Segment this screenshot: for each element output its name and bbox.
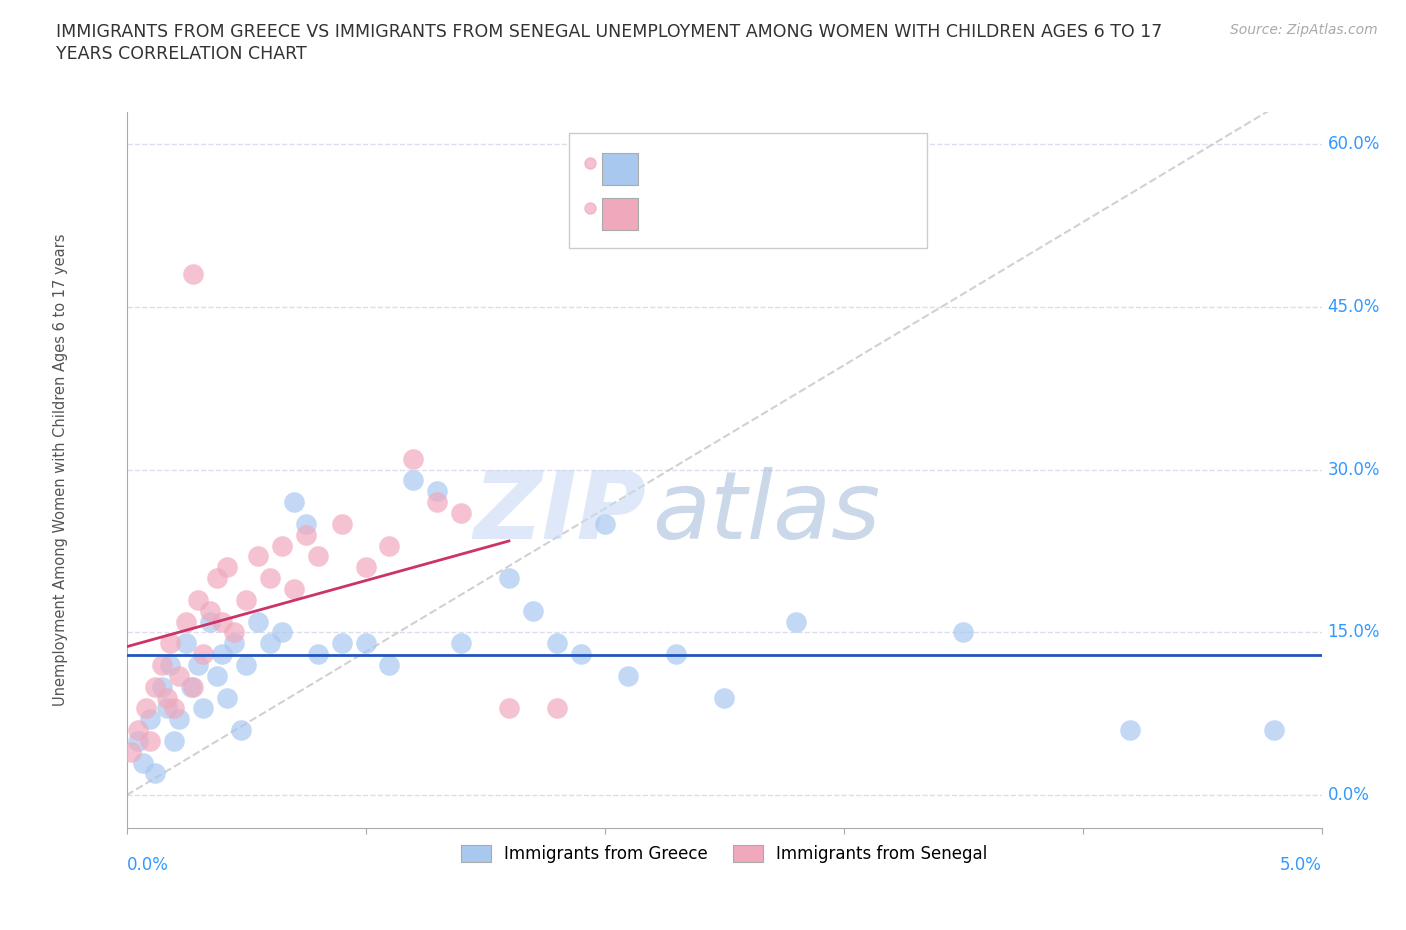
Point (183, 679, 205, 694)
Point (593, 516, 616, 531)
Point (713, 690, 735, 705)
Point (159, 658, 181, 672)
Point (617, 669, 640, 684)
Text: YEARS CORRELATION CHART: YEARS CORRELATION CHART (56, 45, 307, 62)
Text: 45.0%: 45.0% (1327, 298, 1381, 316)
Point (426, 484, 449, 498)
Point (159, 636, 181, 651)
Text: atlas: atlas (652, 467, 880, 558)
Point (215, 690, 238, 705)
Point (211, 646, 233, 661)
Bar (602, 153, 638, 185)
Point (450, 636, 472, 651)
Text: 30.0%: 30.0% (1327, 460, 1381, 479)
Point (167, 669, 190, 684)
Point (150, 679, 174, 694)
Point (180, 679, 202, 694)
Point (283, 581, 305, 596)
Text: IMMIGRANTS FROM GREECE VS IMMIGRANTS FROM SENEGAL UNEMPLOYMENT AMONG WOMEN WITH : IMMIGRANTS FROM GREECE VS IMMIGRANTS FRO… (56, 23, 1163, 41)
Text: 0.0%: 0.0% (127, 857, 169, 874)
Text: 60.0%: 60.0% (1327, 135, 1381, 153)
Point (270, 625, 294, 640)
Point (354, 560, 377, 575)
Point (294, 516, 316, 531)
Point (211, 614, 233, 629)
Point (259, 571, 281, 586)
Point (120, 744, 142, 759)
Point (187, 658, 209, 672)
Text: 0.0%: 0.0% (1327, 786, 1369, 804)
Point (665, 646, 688, 661)
Point (330, 636, 353, 651)
Point (231, 723, 253, 737)
Point (215, 560, 238, 575)
Text: 15.0%: 15.0% (1327, 623, 1381, 642)
Point (247, 614, 270, 629)
Point (174, 636, 197, 651)
Point (283, 495, 305, 510)
Text: Source: ZipAtlas.com: Source: ZipAtlas.com (1230, 23, 1378, 37)
Point (354, 636, 377, 651)
Point (163, 734, 186, 749)
Point (132, 755, 155, 770)
Point (426, 495, 449, 510)
Point (546, 636, 568, 651)
Point (378, 658, 401, 672)
Point (222, 636, 246, 651)
Point (167, 711, 190, 726)
Point (139, 734, 162, 749)
Point (294, 527, 316, 542)
Point (235, 658, 257, 672)
Point (1263, 723, 1285, 737)
Point (150, 658, 174, 672)
Point (952, 625, 974, 640)
Point (270, 538, 294, 553)
Text: R = 0.012   N = 44: R = 0.012 N = 44 (652, 156, 837, 174)
Text: R = 0.577   N = 35: R = 0.577 N = 35 (652, 204, 837, 221)
Point (259, 636, 281, 651)
Text: 5.0%: 5.0% (1279, 857, 1322, 874)
Bar (602, 198, 638, 231)
Point (546, 701, 568, 716)
Text: ZIP: ZIP (474, 467, 647, 559)
Point (450, 506, 472, 521)
Point (498, 571, 520, 586)
Point (247, 549, 270, 564)
Point (135, 701, 157, 716)
Point (378, 538, 401, 553)
Point (1119, 723, 1142, 737)
Point (569, 646, 592, 661)
Point (191, 646, 214, 661)
Point (139, 711, 162, 726)
Legend: Immigrants from Greece, Immigrants from Senegal: Immigrants from Greece, Immigrants from … (454, 838, 994, 870)
Point (402, 451, 425, 466)
Point (307, 646, 329, 661)
Point (307, 549, 329, 564)
Point (174, 614, 197, 629)
FancyBboxPatch shape (568, 133, 928, 247)
Point (785, 614, 807, 629)
Point (127, 734, 149, 749)
Point (402, 473, 425, 488)
Point (522, 604, 544, 618)
Point (330, 516, 353, 531)
Point (222, 625, 246, 640)
Text: Unemployment Among Women with Children Ages 6 to 17 years: Unemployment Among Women with Children A… (53, 233, 69, 706)
Point (143, 679, 166, 694)
Point (207, 669, 229, 684)
Point (200, 614, 222, 629)
Point (163, 701, 186, 716)
Point (235, 592, 257, 607)
Point (200, 604, 222, 618)
Point (183, 267, 205, 282)
Point (187, 592, 209, 607)
Point (498, 701, 520, 716)
Point (156, 701, 179, 716)
Point (143, 766, 166, 781)
Point (127, 723, 149, 737)
Point (207, 571, 229, 586)
Point (156, 690, 179, 705)
Point (191, 701, 214, 716)
